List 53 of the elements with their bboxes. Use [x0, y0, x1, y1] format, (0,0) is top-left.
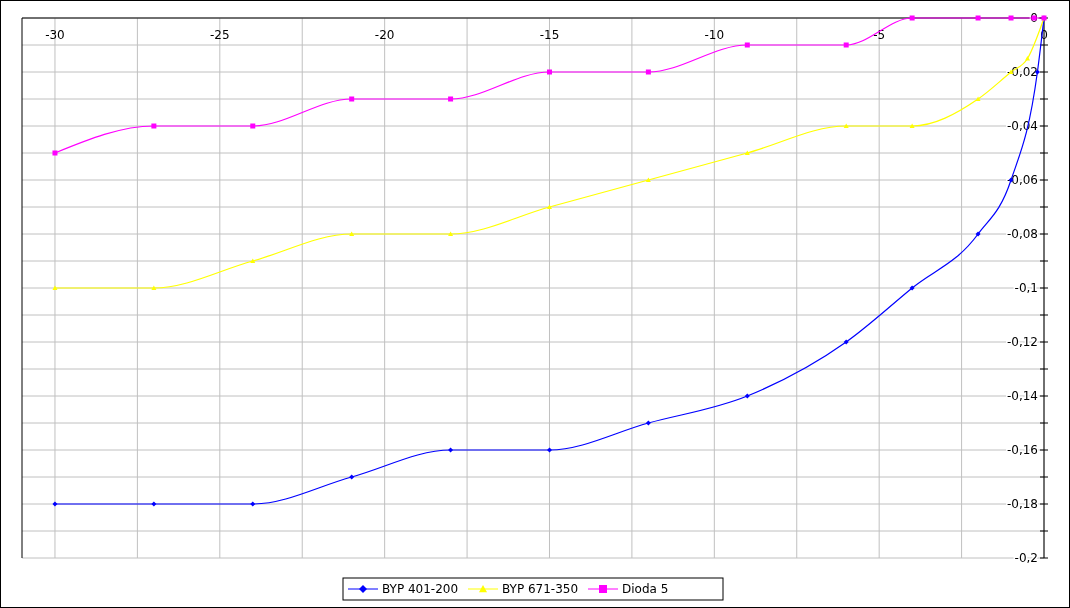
x-tick-label: 0 [1040, 28, 1048, 42]
point [52, 285, 58, 290]
point [645, 69, 651, 75]
point [546, 447, 552, 453]
point [151, 123, 157, 129]
point [909, 15, 915, 21]
y-tick-label: -0,1 [1014, 281, 1038, 295]
y-tick-label: 0 [1030, 11, 1038, 25]
legend-label: Dioda 5 [622, 582, 669, 596]
point [151, 285, 157, 290]
point [843, 42, 849, 48]
point [843, 339, 849, 345]
point [52, 501, 58, 507]
point [448, 231, 454, 236]
point [645, 177, 651, 182]
point [744, 42, 750, 48]
point [645, 420, 651, 426]
x-tick-label: -15 [539, 28, 560, 42]
point [250, 123, 256, 129]
point [843, 123, 849, 128]
point [546, 204, 552, 209]
point [448, 96, 454, 102]
point [744, 393, 750, 399]
point [52, 150, 58, 156]
point [349, 96, 355, 102]
point [151, 501, 157, 507]
x-tick-label: -10 [704, 28, 725, 42]
point [546, 69, 552, 75]
point [1025, 56, 1031, 61]
point [909, 123, 915, 128]
x-tick-label: -25 [210, 28, 230, 42]
y-tick-label: -0,16 [1006, 443, 1038, 457]
x-tick-label: -5 [873, 28, 886, 42]
point [448, 447, 454, 453]
y-tick-label: -0,2 [1014, 551, 1038, 565]
y-tick-label: -0,14 [1006, 389, 1038, 403]
point [975, 15, 981, 21]
point [744, 150, 750, 155]
point [250, 501, 256, 507]
point [909, 285, 915, 291]
legend-label: BYP 401-200 [382, 582, 459, 596]
legend-label: BYP 671-350 [502, 582, 579, 596]
point [975, 231, 981, 237]
y-tick-label: -0,18 [1006, 497, 1038, 511]
y-tick-label: -0,12 [1006, 335, 1038, 349]
point [349, 474, 355, 480]
point [250, 258, 256, 263]
x-tick-label: -20 [374, 28, 395, 42]
point [349, 231, 355, 236]
x-tick-label: -30 [45, 28, 65, 42]
point [1008, 15, 1014, 21]
y-tick-label: -0,08 [1006, 227, 1038, 241]
point [975, 96, 981, 101]
